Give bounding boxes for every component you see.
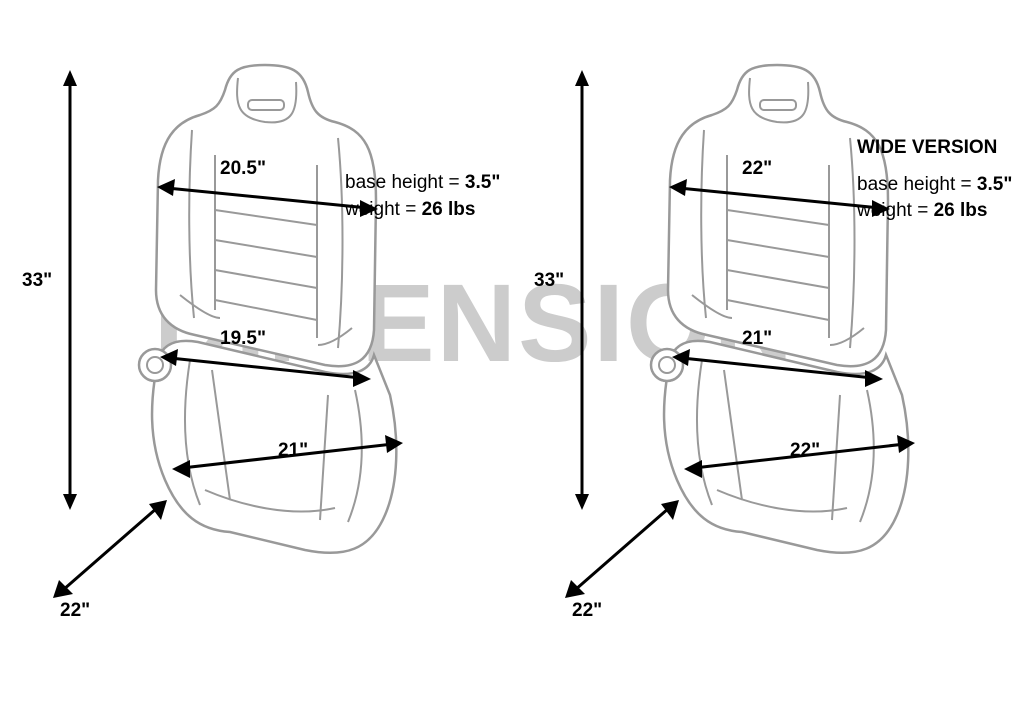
depth-label: 22" xyxy=(572,600,602,622)
waist-label: 19.5" xyxy=(220,328,266,350)
seatwidth-label: 22" xyxy=(790,440,820,462)
seatwidth-label: 21" xyxy=(278,440,308,462)
wide-seat-panel: 33" 22" 22" 21" 22" WIDE VERSION base he… xyxy=(512,0,1024,717)
waist-arrow xyxy=(670,340,885,390)
base-height-value: 3.5" xyxy=(977,174,1012,195)
height-label: 33" xyxy=(534,270,564,292)
shoulder-label: 20.5" xyxy=(220,158,266,180)
weight-label: weight = xyxy=(345,199,422,220)
depth-label: 22" xyxy=(60,600,90,622)
weight-value: 26 lbs xyxy=(934,200,988,221)
wide-version-title: WIDE VERSION xyxy=(857,135,1012,162)
height-label: 33" xyxy=(22,270,52,292)
standard-seat-panel: 33" 22" 20.5" 19.5" 21" base height = 3.… xyxy=(0,0,512,717)
height-arrow xyxy=(55,70,85,510)
wide-info: WIDE VERSION base height = 3.5" weight =… xyxy=(857,135,1012,225)
waist-label: 21" xyxy=(742,328,772,350)
shoulder-label: 22" xyxy=(742,158,772,180)
depth-arrow xyxy=(557,490,687,610)
depth-arrow xyxy=(45,490,175,610)
weight-value: 26 lbs xyxy=(422,199,476,220)
height-arrow xyxy=(567,70,597,510)
standard-info: base height = 3.5" weight = 26 lbs xyxy=(345,170,500,223)
weight-label: weight = xyxy=(857,200,934,221)
base-height-label: base height = xyxy=(345,172,465,193)
base-height-label: base height = xyxy=(857,174,977,195)
base-height-value: 3.5" xyxy=(465,172,500,193)
